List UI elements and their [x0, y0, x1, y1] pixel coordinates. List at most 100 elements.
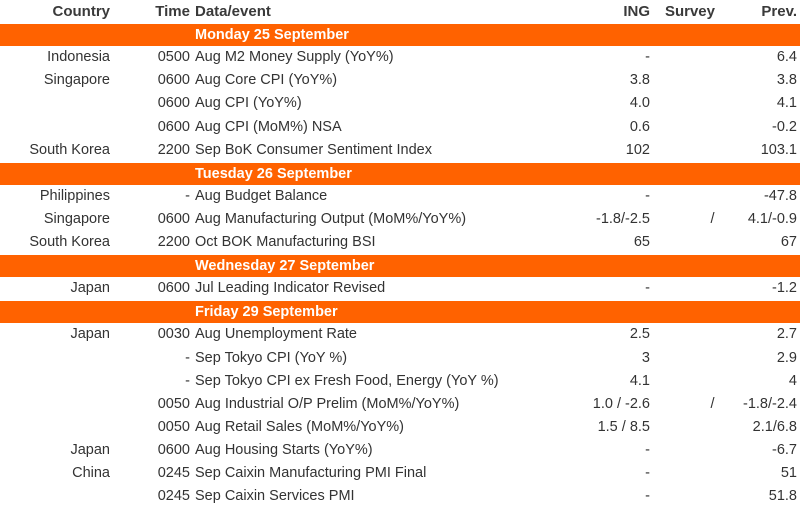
prev-cell: 2.1/6.8	[752, 418, 797, 435]
event-cell: Aug CPI (MoM%) NSA	[195, 118, 342, 135]
prev-cell: 2.9	[776, 349, 797, 366]
prev-cell: 4	[788, 372, 797, 389]
ing-cell: -	[645, 465, 650, 481]
date-band: Wednesday 27 September	[0, 254, 800, 278]
country-cell: Singapore	[43, 210, 110, 227]
prev-cell: -1.2	[772, 280, 797, 297]
event-cell: Aug Housing Starts (YoY%)	[195, 441, 373, 458]
event-row: 0050 Aug Industrial O/P Prelim (MoM%/YoY%…	[0, 393, 800, 416]
event-cell: Aug Core CPI (YoY%)	[195, 72, 338, 89]
event-row: China 0245 Sep Caixin Manufacturing PMI Fi…	[0, 462, 800, 485]
date-label: Tuesday 26 September	[195, 165, 352, 182]
event-cell: Aug Unemployment Rate	[195, 326, 357, 343]
ing-cell: 3.8	[629, 72, 650, 89]
ing-cell: 65	[633, 234, 650, 250]
event-cell: Aug Retail Sales (MoM%/YoY%)	[195, 418, 404, 435]
date-label: Monday 25 September	[195, 27, 349, 44]
ing-cell: -	[645, 441, 650, 458]
event-cell: Oct BOK Manufacturing BSI	[195, 234, 376, 250]
event-row: Indonesia 0500 Aug M2 Money Supply (YoY%) -…	[0, 46, 800, 69]
prev-cell: -1.8/-2.4	[743, 395, 797, 412]
prev-cell: 51	[780, 465, 797, 481]
event-row: 0245 Sep Caixin Services PMI - 51.8	[0, 485, 800, 508]
country-cell: Philippines	[39, 187, 110, 204]
ing-cell: -	[645, 280, 650, 297]
ing-cell: -	[645, 187, 650, 204]
country-cell: Japan	[70, 441, 110, 458]
event-row: Japan 0600 Aug Housing Starts (YoY%) - -6.7	[0, 439, 800, 462]
prev-cell: 4.1	[776, 95, 797, 112]
ing-cell: -	[645, 488, 650, 505]
event-cell: Sep BoK Consumer Sentiment Index	[195, 141, 432, 158]
date-label: Wednesday 27 September	[195, 258, 375, 275]
ing-cell: 3	[641, 349, 650, 366]
event-row: South Korea 2200 Sep BoK Consumer Sentimen…	[0, 139, 800, 162]
event-row: 0050 Aug Retail Sales (MoM%/YoY%) 1.5 / 8.…	[0, 416, 800, 439]
country-cell: Japan	[70, 326, 110, 343]
ing-cell: -	[645, 49, 650, 66]
time-cell: 0050	[157, 418, 190, 435]
event-cell: Sep Caixin Manufacturing PMI Final	[195, 465, 427, 481]
time-cell: 0030	[157, 326, 190, 343]
column-header: Data/event	[195, 3, 271, 20]
prev-cell: 2.7	[776, 326, 797, 343]
time-cell: 0245	[157, 465, 190, 481]
time-cell: 2200	[157, 141, 190, 158]
ing-cell: 2.5	[629, 326, 650, 343]
prev-cell: -6.7	[772, 441, 797, 458]
prev-cell: 103.1	[760, 141, 797, 158]
time-cell: 2200	[157, 234, 190, 250]
header-row: Country Time Data/event ING Survey Prev.	[0, 0, 800, 23]
event-cell: Aug CPI (YoY%)	[195, 95, 302, 112]
date-band: Monday 25 September	[0, 23, 800, 47]
survey-cell: /	[710, 395, 715, 412]
country-cell: Japan	[70, 280, 110, 297]
prev-cell: 3.8	[776, 72, 797, 89]
event-cell: Aug M2 Money Supply (YoY%)	[195, 49, 394, 66]
survey-cell: /	[710, 210, 715, 227]
country-cell: South Korea	[29, 234, 110, 250]
prev-cell: -0.2	[772, 118, 797, 135]
event-row: South Korea 2200 Oct BOK Manufacturing BSI…	[0, 231, 800, 254]
event-row: Singapore 0600 Aug Manufacturing Output (M…	[0, 208, 800, 231]
ing-cell: 0.6	[629, 118, 650, 135]
column-header: Country	[52, 3, 111, 20]
column-header: Survey	[664, 3, 715, 20]
event-cell: Sep Tokyo CPI (YoY %)	[195, 349, 348, 366]
event-row: 0600 Aug CPI (MoM%) NSA 0.6 -0.2	[0, 116, 800, 139]
event-cell: Jul Leading Indicator Revised	[195, 280, 386, 297]
event-cell: Sep Tokyo CPI ex Fresh Food, Energy (YoY…	[195, 372, 499, 389]
time-cell: 0600	[157, 280, 190, 297]
date-label: Friday 29 September	[195, 304, 338, 321]
time-cell: -	[185, 187, 190, 204]
event-cell: Sep Caixin Services PMI	[195, 488, 355, 505]
ing-cell: -1.8/-2.5	[596, 210, 650, 227]
country-cell: Singapore	[43, 72, 110, 89]
date-band: Tuesday 26 September	[0, 161, 800, 185]
ing-cell: 1.5 / 8.5	[597, 418, 650, 435]
column-header: Time	[155, 3, 190, 20]
time-cell: -	[185, 349, 190, 366]
time-cell: 0500	[157, 49, 190, 66]
prev-cell: 67	[780, 234, 797, 250]
time-cell: 0050	[157, 395, 190, 412]
ing-cell: 4.0	[629, 95, 650, 112]
event-row: - Sep Tokyo CPI ex Fresh Food, Energy (Yo…	[0, 370, 800, 393]
country-cell: South Korea	[29, 141, 110, 158]
ing-cell: 102	[625, 141, 650, 158]
time-cell: 0245	[157, 488, 190, 505]
time-cell: -	[185, 372, 190, 389]
column-header: ING	[623, 3, 650, 20]
prev-cell: 4.1/-0.9	[747, 210, 797, 227]
ing-cell: 4.1	[629, 372, 650, 389]
event-row: Japan 0030 Aug Unemployment Rate 2.5 2.7	[0, 323, 800, 346]
event-cell: Aug Industrial O/P Prelim (MoM%/YoY%)	[195, 395, 460, 412]
event-row: Singapore 0600 Aug Core CPI (YoY%) 3.8 3.8	[0, 69, 800, 92]
event-row: 0600 Aug CPI (YoY%) 4.0 4.1	[0, 92, 800, 115]
event-cell: Aug Budget Balance	[195, 187, 328, 204]
time-cell: 0600	[157, 441, 190, 458]
event-cell: Aug Manufacturing Output (MoM%/YoY%)	[195, 210, 467, 227]
country-cell: Indonesia	[47, 49, 110, 66]
prev-cell: -47.8	[763, 187, 797, 204]
